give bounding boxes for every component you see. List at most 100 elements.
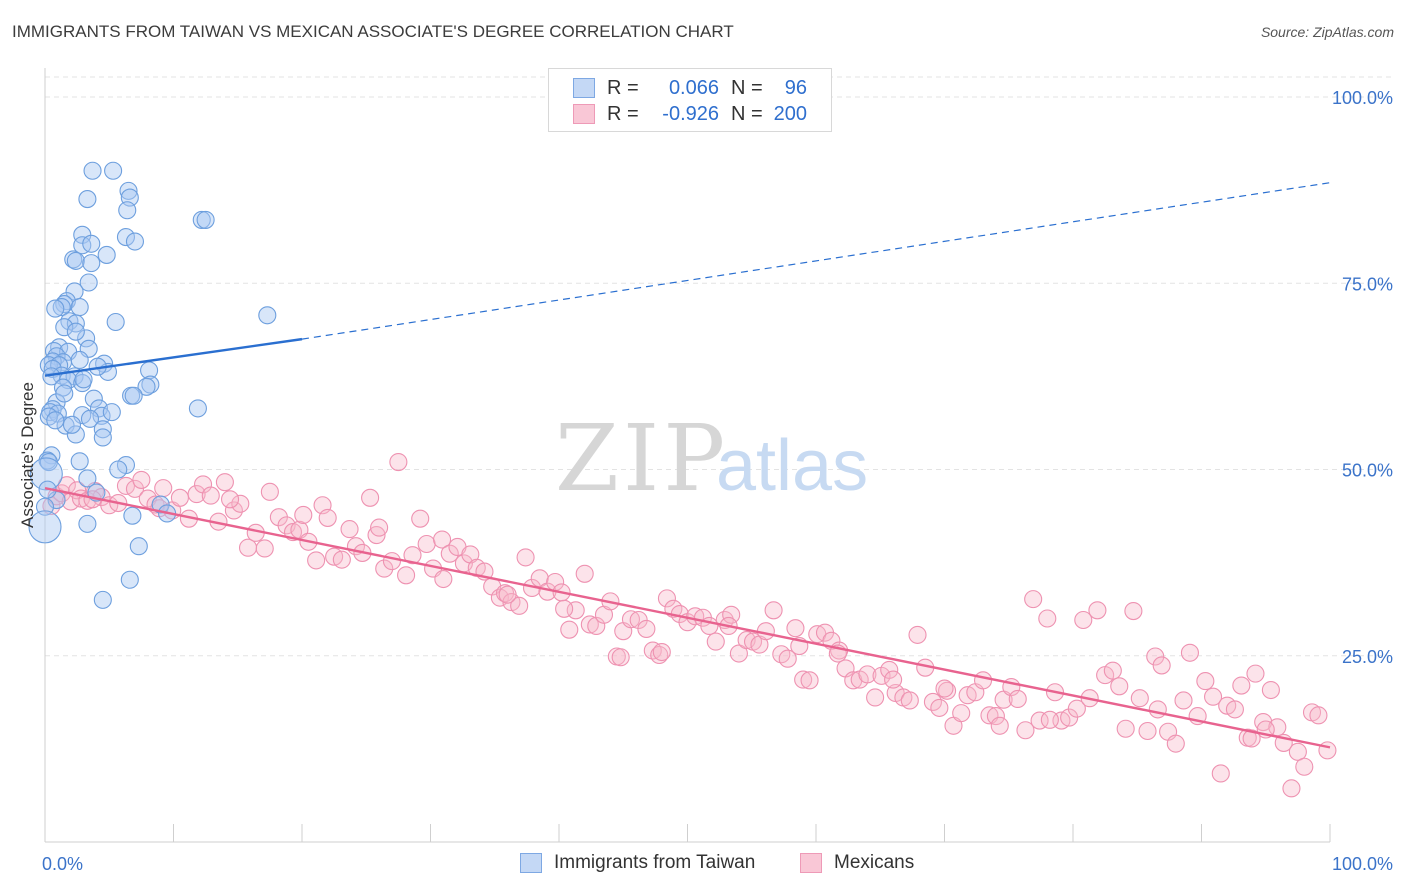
point-taiwan: [66, 322, 85, 341]
point-taiwan: [46, 299, 65, 318]
point-mexican: [361, 488, 380, 507]
n-value: 96: [784, 76, 807, 99]
point-mexican: [652, 642, 671, 662]
point-mexican: [729, 644, 748, 663]
point-mexican: [566, 601, 585, 620]
point-mexican: [1116, 719, 1135, 738]
point-mexican: [510, 596, 529, 615]
point-taiwan: [93, 428, 112, 447]
point-mexican: [154, 479, 173, 498]
point-taiwan: [97, 245, 116, 264]
point-taiwan: [79, 273, 98, 292]
point-taiwan: [78, 514, 97, 533]
point-mexican: [215, 473, 234, 492]
point-mexican: [1130, 689, 1149, 708]
point-taiwan: [82, 234, 101, 253]
point-taiwan: [109, 460, 128, 479]
point-taiwan: [137, 377, 156, 396]
point-mexican: [1246, 664, 1265, 683]
point-mexican: [1282, 779, 1301, 798]
point-mexican: [516, 548, 535, 567]
point-taiwan: [70, 298, 89, 317]
point-mexican: [1008, 689, 1027, 709]
point-mexican: [786, 619, 805, 638]
n-label: N =: [731, 102, 763, 125]
point-mexican: [611, 648, 630, 667]
r-label: R =: [607, 76, 639, 99]
point-taiwan: [46, 411, 65, 430]
point-mexican: [255, 539, 274, 558]
chart-title: IMMIGRANTS FROM TAIWAN VS MEXICAN ASSOCI…: [12, 22, 734, 41]
n-label: N =: [731, 76, 763, 99]
point-taiwan: [106, 312, 125, 332]
point-mexican: [1138, 721, 1157, 741]
point-mexican: [224, 501, 243, 520]
point-mexican: [403, 546, 422, 565]
point-mexican: [794, 670, 813, 689]
point-mexican: [307, 551, 326, 570]
mexicans-swatch: [800, 853, 822, 873]
point-mexican: [1074, 610, 1093, 630]
mexicans-swatch: [573, 104, 595, 124]
point-taiwan: [124, 386, 143, 405]
point-mexican: [1196, 672, 1215, 691]
point-mexican: [1261, 680, 1280, 700]
point-mexican: [637, 619, 656, 638]
y-tick-label: 75.0%: [1342, 274, 1393, 294]
point-taiwan: [83, 161, 102, 180]
trend-line-taiwan: [44, 337, 303, 377]
taiwan-swatch: [520, 853, 542, 873]
point-taiwan: [74, 370, 93, 389]
point-mexican: [908, 625, 927, 644]
point-taiwan: [52, 298, 71, 317]
point-mexican: [411, 509, 430, 528]
point-mexican: [764, 601, 783, 620]
point-taiwan: [258, 306, 277, 325]
taiwan-points: [28, 161, 277, 609]
point-taiwan: [188, 399, 207, 418]
point-mexican: [187, 485, 206, 504]
point-taiwan: [82, 254, 101, 273]
legend-label-mexicans: Mexicans: [834, 852, 915, 873]
point-mexican: [260, 482, 279, 501]
point-mexican: [318, 508, 337, 527]
point-mexican: [1174, 691, 1193, 710]
point-taiwan: [104, 161, 123, 180]
point-mexican: [382, 552, 402, 571]
point-mexican: [433, 530, 452, 549]
point-mexican: [1204, 687, 1223, 706]
point-mexican: [1016, 721, 1035, 740]
point-mexican: [1295, 757, 1314, 776]
point-mexican: [389, 452, 408, 472]
point-mexican: [125, 479, 144, 498]
point-mexican: [1166, 734, 1185, 753]
n-value: 200: [773, 102, 807, 125]
point-mexican: [294, 505, 313, 524]
legend-item-taiwan[interactable]: Immigrants from Taiwan: [520, 852, 755, 874]
point-mexican: [1152, 656, 1171, 675]
point-mexican: [132, 470, 151, 489]
x-tick-label-start: 0.0%: [42, 854, 83, 874]
point-mexican: [973, 671, 993, 690]
point-taiwan: [196, 210, 215, 229]
point-mexican: [621, 610, 641, 629]
point-mexican: [706, 632, 725, 651]
legend-item-mexicans[interactable]: Mexicans: [800, 852, 914, 874]
point-mexican: [866, 688, 885, 707]
point-taiwan: [78, 190, 97, 209]
point-mexican: [201, 486, 220, 505]
point-mexican: [575, 564, 594, 583]
watermark-atlas: atlas: [716, 426, 868, 506]
point-mexican: [440, 544, 459, 563]
point-mexican: [1180, 643, 1199, 662]
point-mexican: [935, 679, 954, 698]
point-taiwan: [53, 378, 73, 397]
point-taiwan: [118, 201, 137, 220]
point-taiwan: [29, 457, 63, 491]
point-mexican: [370, 518, 389, 537]
point-mexican: [170, 488, 189, 507]
point-taiwan: [192, 210, 211, 229]
legend-row-taiwan: R = 0.066 N = 96: [573, 76, 807, 100]
point-taiwan: [151, 495, 170, 514]
